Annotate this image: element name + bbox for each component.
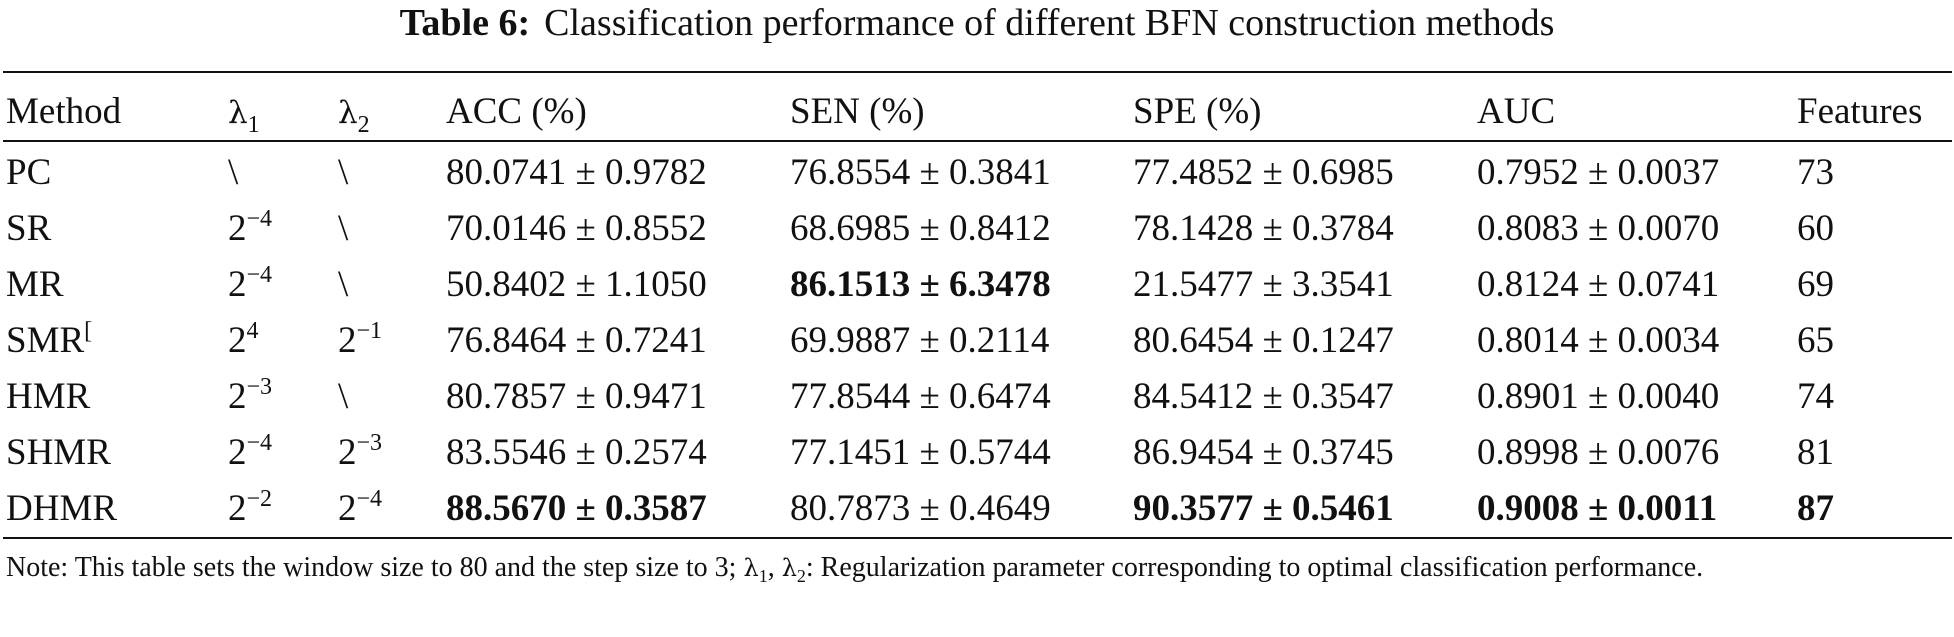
header-features: Features	[1797, 91, 1923, 132]
cell-acc: 80.7857 ± 0.9471	[446, 376, 707, 417]
cell-auc: 0.8124 ± 0.0741	[1477, 264, 1720, 305]
cell-spe-best: 90.3577 ± 0.5461	[1133, 488, 1394, 529]
table-header-row: Method λ1 λ2 ACC (%) SEN (%) SPE (%) AUC…	[0, 84, 1954, 140]
table-bottom-rule	[3, 537, 1952, 539]
cell-lambda2: 2−3	[338, 430, 383, 473]
cell-lambda2: \	[338, 376, 349, 417]
cell-method: PC	[6, 152, 52, 193]
cell-sen: 80.7873 ± 0.4649	[790, 488, 1051, 529]
table-note: Note: This table sets the window size to…	[6, 552, 1704, 586]
cell-features: 73	[1797, 152, 1834, 193]
cell-features-best: 87	[1797, 488, 1834, 529]
cell-auc: 0.8083 ± 0.0070	[1477, 208, 1720, 249]
header-lambda2: λ2	[338, 95, 370, 138]
cell-lambda1: 2−4	[228, 262, 273, 305]
cell-spe: 86.9454 ± 0.3745	[1133, 432, 1394, 473]
table-row: SR 2−4 \ 70.0146 ± 0.8552 68.6985 ± 0.84…	[0, 201, 1954, 257]
cell-method: MR	[6, 264, 64, 305]
cell-sen: 77.8544 ± 0.6474	[790, 376, 1051, 417]
cell-lambda1: 2−2	[228, 486, 273, 529]
table-caption-label: Table 6:	[399, 2, 531, 44]
cell-features: 74	[1797, 376, 1834, 417]
table-top-rule	[3, 71, 1952, 73]
cell-auc: 0.7952 ± 0.0037	[1477, 152, 1720, 193]
table-caption: Table 6: Classification performance of di…	[0, 2, 1954, 44]
header-spe: SPE (%)	[1133, 91, 1262, 132]
cell-acc: 80.0741 ± 0.9782	[446, 152, 707, 193]
cell-lambda2: 2−1	[338, 318, 383, 361]
cell-lambda1: 24	[228, 318, 259, 361]
cell-acc: 76.8464 ± 0.7241	[446, 320, 707, 361]
cell-method: HMR	[6, 376, 91, 417]
header-auc: AUC	[1477, 91, 1556, 132]
cell-lambda1: 2−3	[228, 374, 273, 417]
cell-sen-best: 86.1513 ± 6.3478	[790, 264, 1051, 305]
table-row: SHMR 2−4 2−3 83.5546 ± 0.2574 77.1451 ± …	[0, 425, 1954, 481]
cell-lambda1: 2−4	[228, 206, 273, 249]
table-row: SMR[ 24 2−1 76.8464 ± 0.7241 69.9887 ± 0…	[0, 313, 1954, 369]
table-header-rule	[3, 140, 1952, 142]
cell-method: DHMR	[6, 488, 118, 529]
cell-acc-best: 88.5670 ± 0.3587	[446, 488, 707, 529]
cell-sen: 77.1451 ± 0.5744	[790, 432, 1051, 473]
table-caption-title: Classification performance of different …	[544, 2, 1555, 44]
cell-method: SHMR	[6, 432, 111, 473]
cell-features: 69	[1797, 264, 1834, 305]
table-row: HMR 2−3 \ 80.7857 ± 0.9471 77.8544 ± 0.6…	[0, 369, 1954, 425]
header-sen: SEN (%)	[790, 91, 925, 132]
method-footnote-mark: [	[84, 318, 93, 344]
cell-spe: 21.5477 ± 3.3541	[1133, 264, 1394, 305]
cell-lambda2: \	[338, 152, 349, 193]
header-method: Method	[6, 91, 122, 132]
cell-features: 60	[1797, 208, 1834, 249]
cell-lambda1: \	[228, 152, 239, 193]
table-row: PC \ \ 80.0741 ± 0.9782 76.8554 ± 0.3841…	[0, 145, 1954, 201]
cell-sen: 76.8554 ± 0.3841	[790, 152, 1051, 193]
table-row: DHMR 2−2 2−4 88.5670 ± 0.3587 80.7873 ± …	[0, 481, 1954, 537]
cell-lambda1: 2−4	[228, 430, 273, 473]
cell-auc: 0.8901 ± 0.0040	[1477, 376, 1720, 417]
header-lambda1: λ1	[228, 95, 260, 138]
cell-sen: 69.9887 ± 0.2114	[790, 320, 1050, 361]
cell-auc-best: 0.9008 ± 0.0011	[1477, 488, 1718, 529]
header-acc: ACC (%)	[446, 91, 587, 132]
cell-sen: 68.6985 ± 0.8412	[790, 208, 1051, 249]
cell-lambda2: 2−4	[338, 486, 383, 529]
cell-spe: 80.6454 ± 0.1247	[1133, 320, 1394, 361]
table-row: MR 2−4 \ 50.8402 ± 1.1050 86.1513 ± 6.34…	[0, 257, 1954, 313]
cell-spe: 77.4852 ± 0.6985	[1133, 152, 1394, 193]
cell-auc: 0.8014 ± 0.0034	[1477, 320, 1720, 361]
cell-features: 65	[1797, 320, 1834, 361]
cell-acc: 50.8402 ± 1.1050	[446, 264, 707, 305]
cell-spe: 78.1428 ± 0.3784	[1133, 208, 1394, 249]
cell-lambda2: \	[338, 264, 349, 305]
cell-lambda2: \	[338, 208, 349, 249]
cell-method: SMR[	[6, 318, 93, 361]
cell-spe: 84.5412 ± 0.3547	[1133, 376, 1394, 417]
cell-method: SR	[6, 208, 52, 249]
cell-acc: 70.0146 ± 0.8552	[446, 208, 707, 249]
cell-acc: 83.5546 ± 0.2574	[446, 432, 707, 473]
cell-auc: 0.8998 ± 0.0076	[1477, 432, 1720, 473]
cell-features: 81	[1797, 432, 1834, 473]
